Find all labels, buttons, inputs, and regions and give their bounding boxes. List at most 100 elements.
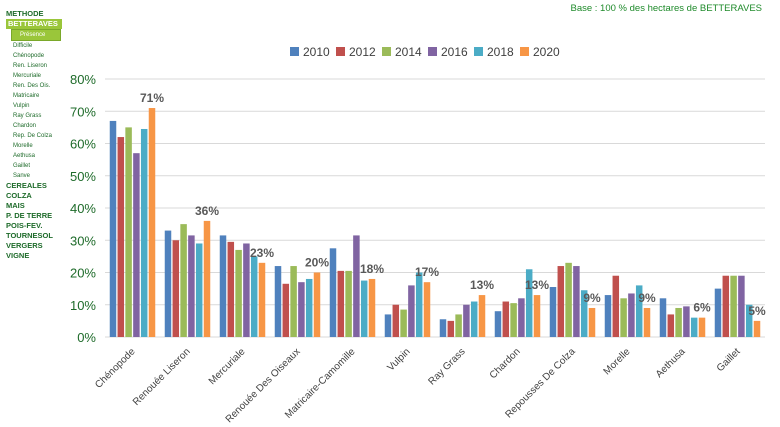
menu-item[interactable]: VERGERS bbox=[6, 241, 43, 250]
submenu-item[interactable]: Aethusa bbox=[13, 153, 36, 159]
data-label: 23% bbox=[250, 246, 274, 260]
y-tick-label: 20% bbox=[70, 266, 96, 281]
bar-2010 bbox=[659, 298, 667, 337]
legend-swatch bbox=[428, 47, 437, 56]
submenu-item[interactable]: Ray Grass bbox=[13, 113, 42, 119]
side-menu: METHODE BETTERAVES Présence Difficile Chénop… bbox=[6, 9, 62, 261]
x-tick-label: Chénopode bbox=[93, 346, 138, 391]
y-tick-label: 60% bbox=[70, 137, 96, 152]
menu-item[interactable]: BETTERAVES bbox=[6, 19, 62, 29]
bar-2012 bbox=[502, 301, 510, 337]
bar-2014 bbox=[510, 303, 517, 337]
x-tick-label: Aethusa bbox=[654, 346, 688, 380]
submenu-item[interactable]: Chardon bbox=[13, 123, 37, 129]
data-label: 20% bbox=[305, 256, 329, 270]
bar-2018 bbox=[195, 243, 203, 337]
bar-2016 bbox=[738, 275, 745, 337]
bar-2020 bbox=[148, 108, 156, 338]
data-label: 36% bbox=[195, 204, 219, 218]
legend-swatch bbox=[336, 47, 345, 56]
menu-item[interactable]: TOURNESOL bbox=[6, 231, 53, 240]
bar-2018 bbox=[690, 317, 698, 337]
submenu-item[interactable]: Ren. Liseron bbox=[13, 63, 48, 69]
bar-2020 bbox=[368, 278, 376, 337]
menu-item[interactable]: COLZA bbox=[6, 191, 32, 200]
bar-2010 bbox=[219, 235, 227, 337]
submenu-item[interactable]: Ren. Des Ois. bbox=[13, 83, 51, 89]
data-label: 9% bbox=[638, 291, 656, 305]
bar-2020 bbox=[478, 295, 486, 337]
bar-2014 bbox=[125, 127, 132, 337]
bar-2016 bbox=[573, 266, 580, 337]
submenu-item[interactable]: Rep. De Colza bbox=[13, 133, 53, 139]
data-label: 6% bbox=[693, 301, 711, 315]
bar-2014 bbox=[620, 298, 627, 337]
bar-2016 bbox=[683, 306, 690, 337]
base-label: Base : 100 % des hectares de BETTERAVES bbox=[570, 3, 762, 14]
submenu-item[interactable]: Matricaire bbox=[13, 93, 40, 99]
menu-item[interactable]: P. DE TERRE bbox=[6, 211, 53, 220]
x-tick-label: Vulpin bbox=[385, 346, 412, 373]
x-tick-label: Mercuriale bbox=[207, 346, 248, 387]
menu-item[interactable]: VIGNE bbox=[6, 251, 30, 260]
bar-2016 bbox=[133, 153, 140, 337]
data-label: 17% bbox=[415, 265, 439, 279]
data-label: 13% bbox=[470, 278, 494, 292]
legend-label: 2018 bbox=[487, 45, 514, 59]
menu-item[interactable]: CEREALES bbox=[6, 181, 47, 190]
x-tick-label: Chardon bbox=[488, 346, 523, 381]
bar-2016 bbox=[188, 235, 195, 337]
menu-item[interactable]: METHODE bbox=[6, 9, 44, 18]
bar-2016 bbox=[628, 293, 635, 337]
bar-2014 bbox=[345, 270, 352, 337]
data-label: 9% bbox=[583, 291, 601, 305]
bar-2014 bbox=[180, 224, 187, 337]
bar-2020 bbox=[753, 320, 761, 337]
bar-2010 bbox=[549, 287, 557, 337]
bar-2020 bbox=[203, 220, 211, 337]
submenu-item[interactable]: Difficile bbox=[13, 43, 33, 49]
submenu-item[interactable]: Morelle bbox=[13, 143, 33, 149]
y-tick-label: 40% bbox=[70, 201, 96, 216]
bar-2016 bbox=[408, 285, 415, 337]
submenu-item[interactable]: Vulpin bbox=[13, 103, 30, 109]
legend-label: 2014 bbox=[395, 45, 422, 59]
bar-2018 bbox=[140, 128, 148, 337]
bar-2018 bbox=[525, 269, 533, 337]
y-tick-label: 80% bbox=[70, 72, 96, 87]
menu-item[interactable]: MAIS bbox=[6, 201, 25, 210]
data-label: 18% bbox=[360, 262, 384, 276]
submenu-item[interactable]: Gaillet bbox=[13, 163, 31, 169]
submenu-item[interactable]: Chénopode bbox=[13, 53, 45, 59]
bar-2010 bbox=[164, 230, 172, 337]
bar-2014 bbox=[675, 307, 682, 337]
data-label: 5% bbox=[748, 304, 766, 318]
legend-swatch bbox=[382, 47, 391, 56]
bar-2014 bbox=[565, 262, 572, 337]
bar-2018 bbox=[415, 272, 423, 337]
x-tick-label: Ray Grass bbox=[426, 346, 467, 387]
legend-swatch bbox=[474, 47, 483, 56]
bar-2010 bbox=[714, 288, 722, 337]
submenu-item[interactable]: Présence bbox=[11, 29, 61, 41]
x-tick-label: Morelle bbox=[602, 346, 633, 377]
bar-2010 bbox=[384, 314, 392, 337]
bar-2010 bbox=[274, 266, 282, 337]
bar-2012 bbox=[392, 304, 400, 337]
bar-2014 bbox=[730, 275, 737, 337]
submenu-item[interactable]: Sanve bbox=[13, 173, 31, 179]
bar-2018 bbox=[580, 290, 588, 337]
legend-swatch bbox=[290, 47, 299, 56]
bar-2016 bbox=[298, 282, 305, 337]
bar-2020 bbox=[423, 282, 431, 337]
bar-2010 bbox=[109, 120, 117, 337]
bar-2018 bbox=[745, 304, 753, 337]
bar-2014 bbox=[400, 309, 407, 337]
y-tick-label: 70% bbox=[70, 104, 96, 119]
submenu-item[interactable]: Mercuriale bbox=[13, 73, 42, 79]
bar-2012 bbox=[172, 240, 180, 337]
bar-2018 bbox=[305, 278, 313, 337]
legend-swatch bbox=[520, 47, 529, 56]
menu-item[interactable]: POIS-FEV. bbox=[6, 221, 43, 230]
